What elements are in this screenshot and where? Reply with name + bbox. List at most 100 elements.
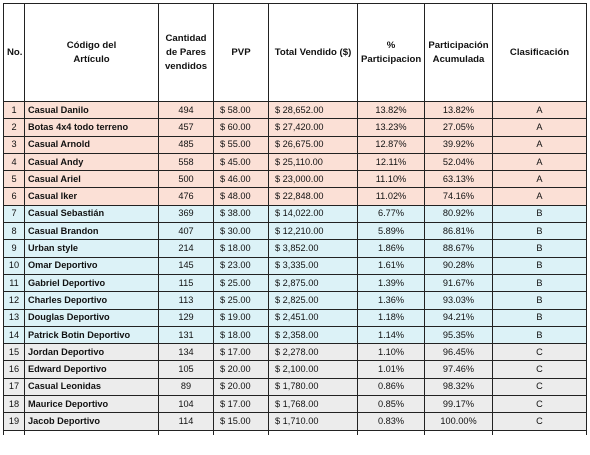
cell-article-name: Casual Andy bbox=[24, 152, 159, 172]
cell-participation: 1.39% bbox=[357, 273, 425, 293]
cell-no: 4 bbox=[3, 152, 25, 172]
cell-no: 17 bbox=[3, 377, 25, 397]
cell-participation: 1.86% bbox=[357, 239, 425, 258]
cell-pvp: $ 48.00 bbox=[213, 187, 269, 206]
cell-cumulative: 94.21% bbox=[424, 308, 493, 327]
cell-classification: A bbox=[492, 135, 587, 154]
cell-total-sold: $ 2,100.00 bbox=[268, 360, 358, 379]
cell-no: 3 bbox=[3, 135, 25, 154]
cell-cumulative: 98.32% bbox=[424, 377, 493, 397]
cell-classification: C bbox=[492, 412, 587, 431]
cell-classification: A bbox=[492, 118, 587, 137]
table-row: 16 Edward Deportivo 105 $ 20.00 $ 2,100.00 1.… bbox=[3, 360, 587, 379]
cell-participation: 11.10% bbox=[357, 170, 425, 189]
cell-total-sold: $ 26,675.00 bbox=[268, 135, 358, 154]
table-row: 6 Casual Iker 476 $ 48.00 $ 22,848.00 11.02% 7… bbox=[3, 187, 587, 206]
cell-classification: B bbox=[492, 239, 587, 258]
header-participacion: % Participacion bbox=[357, 3, 425, 102]
cell-article-name: Casual Leonidas bbox=[24, 377, 159, 397]
cell-cumulative: 52.04% bbox=[424, 152, 493, 172]
cell-cumulative: 90.28% bbox=[424, 256, 493, 275]
cell-classification: B bbox=[492, 204, 587, 224]
cell-participation: 1.10% bbox=[357, 343, 425, 362]
cell-quantity: 89 bbox=[158, 377, 214, 397]
cell-quantity: 500 bbox=[158, 170, 214, 189]
cell-no: 10 bbox=[3, 256, 25, 275]
table-row: 3 Casual Arnold 485 $ 55.00 $ 26,675.00 12.87… bbox=[3, 135, 587, 154]
cell-cumulative: 74.16% bbox=[424, 187, 493, 206]
header-clasificacion: Clasificación bbox=[492, 3, 587, 102]
cell-article-name: Jordan Deportivo bbox=[24, 343, 159, 362]
cell-no: 12 bbox=[3, 291, 25, 310]
cell-classification: C bbox=[492, 377, 587, 397]
cell-classification: B bbox=[492, 325, 587, 345]
cell-participation: 12.11% bbox=[357, 152, 425, 172]
cell-pvp: $ 20.00 bbox=[213, 360, 269, 379]
table-row: 18 Maurice Deportivo 104 $ 17.00 $ 1,768.00 0… bbox=[3, 395, 587, 414]
cell-total-sold: $ 2,358.00 bbox=[268, 325, 358, 345]
cell-participation: 1.14% bbox=[357, 325, 425, 345]
table-row: 10 Omar Deportivo 145 $ 23.00 $ 3,335.00 1.61… bbox=[3, 256, 587, 275]
cell-participation: 6.77% bbox=[357, 204, 425, 224]
cell-article-name: Patrick Botin Deportivo bbox=[24, 325, 159, 345]
cell-participation: 13.23% bbox=[357, 118, 425, 137]
cell-total-sold: $ 28,652.00 bbox=[268, 100, 358, 120]
cell-cumulative: 39.92% bbox=[424, 135, 493, 154]
cell-cumulative: 27.05% bbox=[424, 118, 493, 137]
cell-no: 18 bbox=[3, 395, 25, 414]
cell-participation: 13.82% bbox=[357, 100, 425, 120]
cell-quantity: 104 bbox=[158, 395, 214, 414]
cell-quantity: 131 bbox=[158, 325, 214, 345]
cell-total-sold: $ 12,210.00 bbox=[268, 222, 358, 241]
cell-total-sold: $ 1,780.00 bbox=[268, 377, 358, 397]
cell-classification: C bbox=[492, 395, 587, 414]
cell-pvp: $ 19.00 bbox=[213, 308, 269, 327]
abc-classification-table-container: No. Código del Artículo Cantidad de Pare… bbox=[3, 3, 587, 435]
cell-no: 8 bbox=[3, 222, 25, 241]
table-row: 9 Urban style 214 $ 18.00 $ 3,852.00 1.86% 88.… bbox=[3, 239, 587, 258]
cell-participation: 12.87% bbox=[357, 135, 425, 154]
table-row: 1 Casual Danilo 494 $ 58.00 $ 28,652.00 13.82… bbox=[3, 100, 587, 120]
table-row: 19 Jacob Deportivo 114 $ 15.00 $ 1,710.00 0.8… bbox=[3, 412, 587, 431]
cell-quantity: 476 bbox=[158, 187, 214, 206]
cell-quantity: 145 bbox=[158, 256, 214, 275]
cell-total-sold: $ 22,848.00 bbox=[268, 187, 358, 206]
cell-cumulative: 80.92% bbox=[424, 204, 493, 224]
cell-quantity: 494 bbox=[158, 100, 214, 120]
cell-total-sold: $ 27,420.00 bbox=[268, 118, 358, 137]
cell-article-name: Casual Arnold bbox=[24, 135, 159, 154]
cell-pvp: $ 60.00 bbox=[213, 118, 269, 137]
cell-article-name: Charles Deportivo bbox=[24, 291, 159, 310]
cell-pvp: $ 30.00 bbox=[213, 222, 269, 241]
cell-article-name: Omar Deportivo bbox=[24, 256, 159, 275]
cell-pvp: $ 58.00 bbox=[213, 100, 269, 120]
cell-pvp: $ 18.00 bbox=[213, 239, 269, 258]
cell-no: 6 bbox=[3, 187, 25, 206]
cell-classification: B bbox=[492, 308, 587, 327]
cell-article-name: Edward Deportivo bbox=[24, 360, 159, 379]
cell-total-sold: $ 1,768.00 bbox=[268, 395, 358, 414]
cell-pvp: $ 17.00 bbox=[213, 343, 269, 362]
cell-total-sold: $ 2,451.00 bbox=[268, 308, 358, 327]
table-row: 7 Casual Sebastián 369 $ 38.00 $ 14,022.00 6.… bbox=[3, 204, 587, 224]
cell-article-name: Casual Danilo bbox=[24, 100, 159, 120]
cell-article-name: Jacob Deportivo bbox=[24, 412, 159, 431]
cell-total-sold: $ 14,022.00 bbox=[268, 204, 358, 224]
abc-classification-table: No. Código del Artículo Cantidad de Pare… bbox=[3, 3, 587, 435]
cell-article-name: Botas 4x4 todo terreno bbox=[24, 118, 159, 137]
table-row: 12 Charles Deportivo 113 $ 25.00 $ 2,825.00 1… bbox=[3, 291, 587, 310]
cell-pvp: $ 45.00 bbox=[213, 152, 269, 172]
cell-no: 2 bbox=[3, 118, 25, 137]
cell-total-sold: $ 2,825.00 bbox=[268, 291, 358, 310]
cell-total-sold: $ 25,110.00 bbox=[268, 152, 358, 172]
cell-pvp: $ 20.00 bbox=[213, 377, 269, 397]
cell-total-sold: $ 3,852.00 bbox=[268, 239, 358, 258]
table-bottom-strip bbox=[3, 430, 587, 435]
cell-no: 16 bbox=[3, 360, 25, 379]
cell-pvp: $ 25.00 bbox=[213, 273, 269, 293]
cell-quantity: 129 bbox=[158, 308, 214, 327]
cell-classification: B bbox=[492, 256, 587, 275]
cell-quantity: 115 bbox=[158, 273, 214, 293]
cell-total-sold: $ 2,278.00 bbox=[268, 343, 358, 362]
header-total: Total Vendido ($) bbox=[268, 3, 358, 102]
